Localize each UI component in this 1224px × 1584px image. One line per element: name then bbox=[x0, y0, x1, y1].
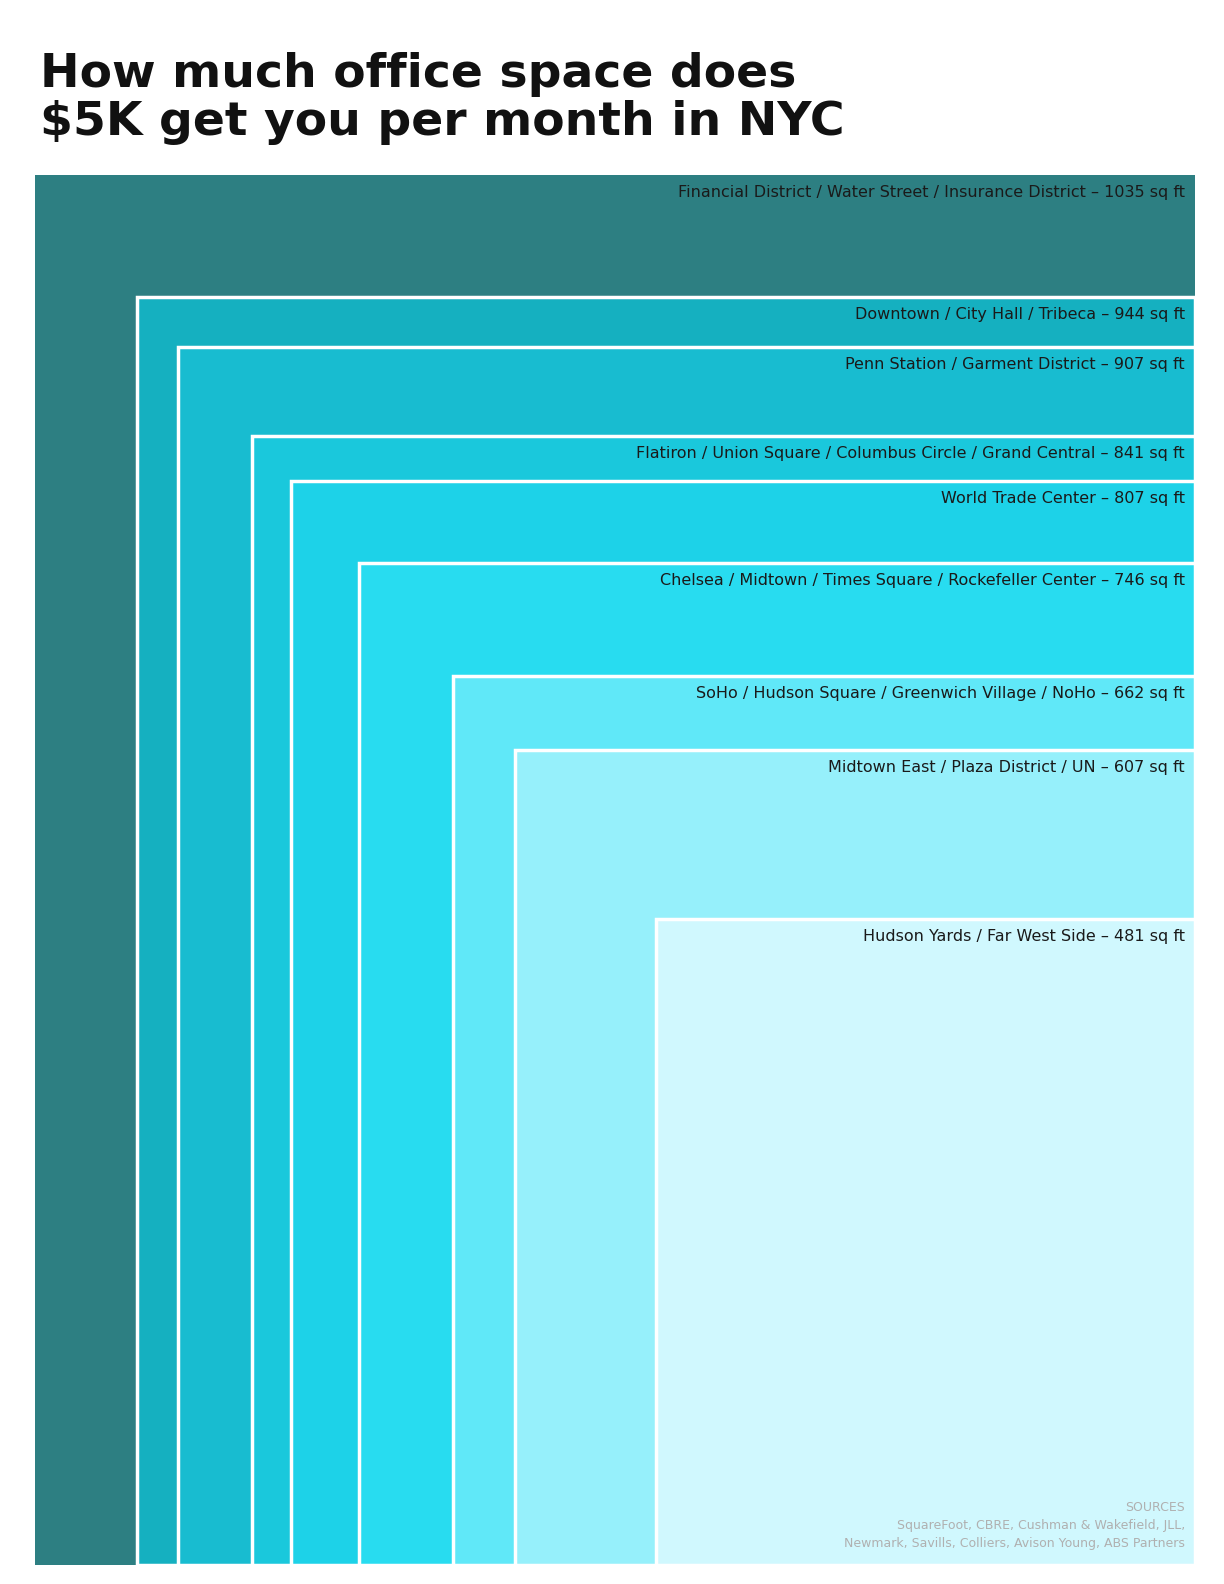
Text: How much office space does: How much office space does bbox=[40, 52, 797, 97]
Text: Newmark, Savills, Colliers, Avison Young, ABS Partners: Newmark, Savills, Colliers, Avison Young… bbox=[845, 1536, 1185, 1551]
Text: SOURCES: SOURCES bbox=[1125, 1502, 1185, 1514]
Bar bbox=[35, 174, 1195, 1565]
Text: Financial District / Water Street / Insurance District – 1035 sq ft: Financial District / Water Street / Insu… bbox=[678, 185, 1185, 200]
Bar bbox=[359, 564, 1195, 1565]
Text: Chelsea / Midtown / Times Square / Rockefeller Center – 746 sq ft: Chelsea / Midtown / Times Square / Rocke… bbox=[660, 573, 1185, 588]
Text: Downtown / City Hall / Tribeca – 944 sq ft: Downtown / City Hall / Tribeca – 944 sq … bbox=[854, 307, 1185, 322]
Text: Penn Station / Garment District – 907 sq ft: Penn Station / Garment District – 907 sq… bbox=[846, 356, 1185, 372]
Bar bbox=[453, 676, 1195, 1565]
Text: SoHo / Hudson Square / Greenwich Village / NoHo – 662 sq ft: SoHo / Hudson Square / Greenwich Village… bbox=[696, 686, 1185, 702]
Bar bbox=[179, 347, 1195, 1565]
Bar bbox=[252, 436, 1195, 1565]
Bar bbox=[137, 298, 1195, 1565]
Text: Hudson Yards / Far West Side – 481 sq ft: Hudson Yards / Far West Side – 481 sq ft bbox=[863, 930, 1185, 944]
Bar bbox=[656, 919, 1195, 1565]
Text: $5K get you per month in NYC: $5K get you per month in NYC bbox=[40, 100, 845, 146]
Text: Midtown East / Plaza District / UN – 607 sq ft: Midtown East / Plaza District / UN – 607… bbox=[829, 760, 1185, 775]
Text: World Trade Center – 807 sq ft: World Trade Center – 807 sq ft bbox=[941, 491, 1185, 507]
Text: Flatiron / Union Square / Columbus Circle / Grand Central – 841 sq ft: Flatiron / Union Square / Columbus Circl… bbox=[636, 445, 1185, 461]
Bar bbox=[290, 482, 1195, 1565]
Text: SquareFoot, CBRE, Cushman & Wakefield, JLL,: SquareFoot, CBRE, Cushman & Wakefield, J… bbox=[897, 1519, 1185, 1532]
Bar bbox=[514, 749, 1195, 1565]
